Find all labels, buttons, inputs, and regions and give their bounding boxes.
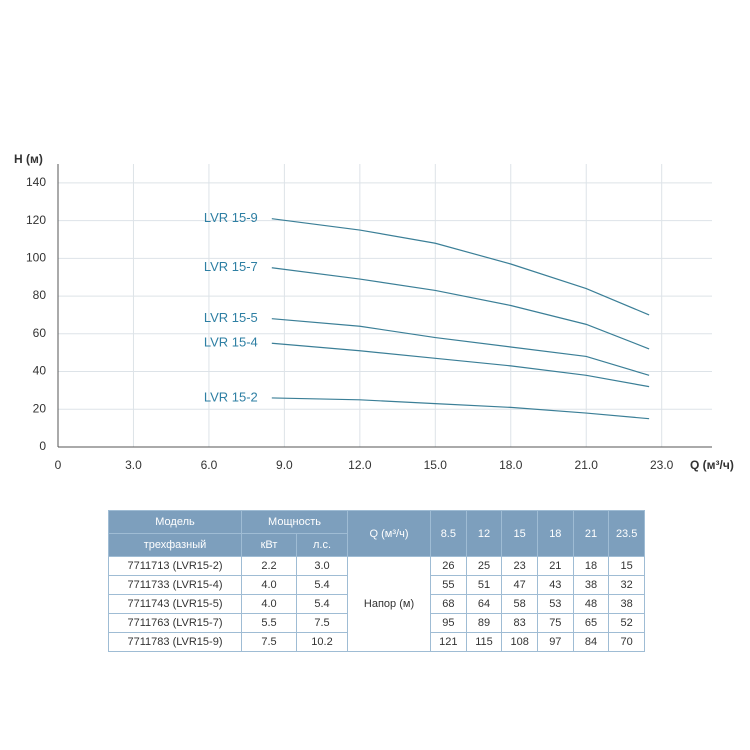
table-cell: 115	[465, 632, 503, 652]
table-cell: 53	[536, 594, 574, 614]
table-cell: 65	[572, 613, 610, 633]
table-cell: 4.0	[241, 575, 297, 595]
table-cell: 5.4	[295, 594, 349, 614]
table-cell: 18	[572, 556, 610, 576]
series-line	[271, 318, 650, 376]
y-tick-label: 100	[26, 251, 46, 265]
table-cell: 38	[608, 594, 645, 614]
x-tick-label: 21.0	[575, 458, 599, 472]
table-cell: 121	[430, 632, 467, 652]
table-cell: 7.5	[295, 613, 349, 633]
table-cell: 7711713 (LVR15-2)	[108, 556, 242, 576]
table-row: Модель Мощность Q (м³/ч) 8.5 12 15 18 21 23.5	[108, 510, 645, 557]
table-cell: Q (м³/ч)	[347, 510, 432, 557]
table-cell: 21	[536, 556, 574, 576]
table-cell: 43	[536, 575, 574, 595]
series-label: LVR 15-2	[204, 389, 258, 404]
table-row: 7711733 (LVR15-4) 4.0 5.4 55 51 47 43 38 32	[108, 575, 645, 595]
table-cell: 83	[501, 613, 538, 633]
table-cell: 89	[465, 613, 503, 633]
y-tick-label: 40	[33, 364, 47, 378]
x-tick-label: 0	[55, 458, 62, 472]
table-cell: 23.5	[608, 510, 645, 557]
table-cell: 58	[501, 594, 538, 614]
table-cell: 5.5	[241, 613, 297, 633]
table-cell: 68	[430, 594, 467, 614]
table-cell: Напор (м)	[347, 556, 432, 652]
table-cell: 4.0	[241, 594, 297, 614]
table-cell: 38	[572, 575, 610, 595]
series-line	[271, 218, 650, 316]
table-cell: 75	[536, 613, 574, 633]
table-cell: 51	[465, 575, 503, 595]
table-cell: 52	[608, 613, 645, 633]
x-tick-label: 9.0	[276, 458, 293, 472]
table-cell: 23	[501, 556, 538, 576]
series-line	[271, 342, 650, 388]
table-cell: 55	[430, 575, 467, 595]
table-cell: 95	[430, 613, 467, 633]
x-tick-label: 15.0	[424, 458, 448, 472]
table-cell: 10.2	[295, 632, 349, 652]
x-tick-label: 23.0	[650, 458, 674, 472]
table-cell: 84	[572, 632, 610, 652]
x-axis-title: Q (м³/ч)	[690, 458, 734, 472]
table-cell: 15	[501, 510, 538, 557]
table-cell: 7.5	[241, 632, 297, 652]
x-tick-label: 18.0	[499, 458, 523, 472]
table-row: 7711763 (LVR15-7) 5.5 7.5 95 89 83 75 65 52	[108, 613, 645, 633]
y-tick-label: 80	[33, 288, 47, 302]
table-cell: 26	[430, 556, 467, 576]
table-cell: 3.0	[295, 556, 349, 576]
table-row: 7711783 (LVR15-9) 7.5 10.2 121 115 108 97 84 70	[108, 632, 645, 652]
series-line	[271, 267, 650, 350]
series-line	[271, 397, 650, 420]
y-tick-label: 140	[26, 175, 46, 189]
table-cell: 97	[536, 632, 574, 652]
y-tick-label: 0	[39, 439, 46, 453]
chart: H (м) Q (м³/ч) 0 20 40 60 80 100 120 140 0 3.0 6.0…	[14, 152, 734, 472]
table-cell: 5.4	[295, 575, 349, 595]
table-cell: л.с.	[295, 533, 349, 557]
y-axis-title: H (м)	[14, 152, 43, 166]
y-tick-label: 60	[33, 326, 47, 340]
table-cell: 8.5	[430, 510, 467, 557]
y-tick-label: 20	[33, 401, 47, 415]
table-cell: 12	[465, 510, 503, 557]
table-cell: 25	[465, 556, 503, 576]
table-cell: 21	[572, 510, 610, 557]
table-cell: 32	[608, 575, 645, 595]
table-row: 7711713 (LVR15-2) 2.2 3.0 Напор (м) 26 25 23 21…	[108, 556, 645, 652]
y-tick-label: 120	[26, 213, 46, 227]
x-tick-label: 6.0	[201, 458, 218, 472]
table-cell: Модель	[108, 510, 242, 534]
table-cell: 64	[465, 594, 503, 614]
table-cell: 18	[536, 510, 574, 557]
table-cell: 47	[501, 575, 538, 595]
series-label: LVR 15-4	[204, 335, 258, 350]
table-cell: кВт	[241, 533, 297, 557]
table-cell: 70	[608, 632, 645, 652]
table-cell: 48	[572, 594, 610, 614]
table-cell: 15	[608, 556, 645, 576]
table-cell: трехфазный	[108, 533, 242, 557]
table-cell: Мощность	[240, 510, 349, 534]
series-label: LVR 15-9	[204, 210, 258, 225]
series-label: LVR 15-7	[204, 259, 258, 274]
table-cell: 7711763 (LVR15-7)	[108, 613, 242, 633]
table-cell: 108	[501, 632, 538, 652]
table-cell: 7711743 (LVR15-5)	[108, 594, 242, 614]
spec-table: Модель Мощность Q (м³/ч) 8.5 12 15 18 21 23.5 тре…	[108, 510, 645, 652]
series-label: LVR 15-5	[204, 310, 258, 325]
table-cell: 7711783 (LVR15-9)	[108, 632, 242, 652]
table-cell: 7711733 (LVR15-4)	[108, 575, 242, 595]
x-tick-label: 12.0	[348, 458, 372, 472]
table-cell: 2.2	[241, 556, 297, 576]
x-tick-label: 3.0	[125, 458, 142, 472]
